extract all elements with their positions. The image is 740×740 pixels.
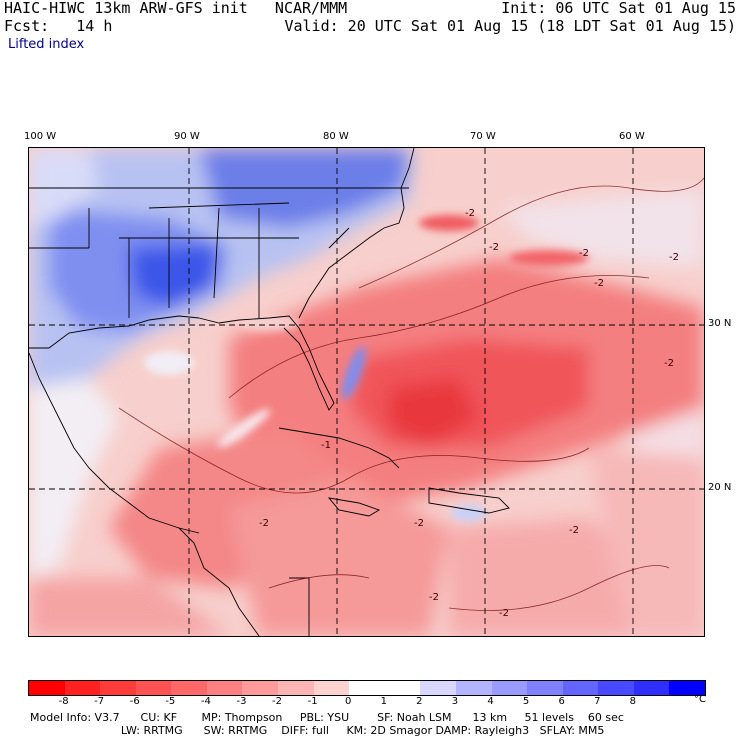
colorbar-tick-label: -2 — [272, 696, 283, 707]
colorbar-tick-label: -8 — [58, 696, 69, 707]
contour-label: -1 — [321, 440, 331, 451]
lifted-index-map: -2 -2 -2 -2 -2 -2 -1 -2 -2 -2 -2 -2 — [28, 147, 705, 637]
colorbar-tick-label: 0 — [345, 696, 352, 707]
colorbar-swatch — [100, 681, 136, 695]
colorbar-swatch — [633, 681, 670, 695]
graticule — [29, 148, 704, 636]
colorbar-tick-label: -1 — [307, 696, 318, 707]
lon-label-100w: 100 W — [24, 131, 57, 142]
colorbar-swatch — [491, 681, 528, 695]
colorbar-tick-label: -5 — [165, 696, 176, 707]
colorbar-swatch — [562, 681, 599, 695]
contour-label: -2 — [414, 518, 424, 529]
valid-time: Valid: 20 UTC Sat 01 Aug 15 (18 LDT Sat … — [284, 17, 736, 35]
contour-label: -2 — [594, 278, 604, 289]
colorbar-tick-label: 5 — [522, 696, 530, 707]
colorbar-swatch — [527, 681, 563, 695]
lon-label-80w: 80 W — [323, 131, 349, 142]
colorbar-swatch — [313, 681, 350, 695]
map-canvas: -2 -2 -2 -2 -2 -2 -1 -2 -2 -2 -2 -2 — [29, 148, 704, 636]
coastlines — [29, 148, 510, 636]
colorbar-tick-label: 7 — [594, 696, 601, 707]
colorbar-tick-label: -4 — [200, 696, 211, 707]
colorbar-swatch — [278, 681, 314, 695]
contour-label: -2 — [489, 242, 499, 253]
colorbar-unit: °C — [694, 694, 706, 705]
colorbar-swatch — [349, 681, 385, 695]
colorbar-swatch — [64, 681, 101, 695]
contour-label: -2 — [465, 208, 475, 219]
colorbar-tick-label: 2 — [416, 696, 423, 707]
colorbar-swatch — [206, 681, 243, 695]
lon-label-70w: 70 W — [470, 131, 496, 142]
colorbar-swatch — [171, 681, 207, 695]
colorbar-tick-label: 1 — [380, 696, 387, 707]
contour-label: -2 — [429, 592, 439, 603]
model-info-line1: Model Info: V3.7 CU: KF MP: Thompson PBL… — [30, 711, 624, 724]
colorbar-swatch — [135, 681, 172, 695]
contour-label: -2 — [259, 518, 269, 529]
colorbar-tick-label: -6 — [129, 696, 140, 707]
forecast-hour: Fcst: 14 h — [4, 17, 113, 35]
colorbar-tick-label: -7 — [94, 696, 105, 707]
colorbar-swatch — [455, 681, 492, 695]
contours — [118, 177, 704, 611]
contour-label-group: -2 -2 -2 -2 -2 -2 -1 -2 -2 -2 -2 -2 — [259, 208, 679, 619]
colorbar-swatch — [242, 681, 279, 695]
colorbar-swatch — [669, 681, 705, 695]
contour-label: -2 — [664, 358, 674, 369]
lon-label-90w: 90 W — [174, 131, 200, 142]
field-blobs — [29, 148, 704, 636]
colorbar-swatch — [420, 681, 456, 695]
colorbar — [28, 680, 706, 696]
colorbar-swatch — [598, 681, 634, 695]
colorbar-swatch — [384, 681, 421, 695]
lon-label-60w: 60 W — [619, 131, 645, 142]
colorbar-tick-label: 8 — [629, 696, 637, 707]
model-title: HAIC-HIWC 13km ARW-GFS init NCAR/MMM — [4, 0, 348, 17]
contour-label: -2 — [569, 525, 579, 536]
colorbar-tick-label: 6 — [558, 696, 565, 707]
model-info-line2: LW: RRTMG SW: RRTMG DIFF: full KM: 2D Sm… — [30, 724, 605, 737]
colorbar-tick-label: 4 — [487, 696, 494, 707]
colorbar-tick-label: -3 — [236, 696, 247, 707]
lat-label-30n: 30 N — [708, 318, 732, 329]
colorbar-tick-label: 3 — [451, 696, 459, 707]
contour-label: -2 — [669, 252, 679, 263]
lat-label-20n: 20 N — [708, 482, 732, 493]
init-time: Init: 06 UTC Sat 01 Aug 15 — [501, 0, 736, 17]
colorbar-swatch — [29, 681, 65, 695]
contour-label: -2 — [499, 608, 509, 619]
field-name: Lifted index — [8, 37, 85, 52]
contour-label: -2 — [579, 248, 589, 259]
